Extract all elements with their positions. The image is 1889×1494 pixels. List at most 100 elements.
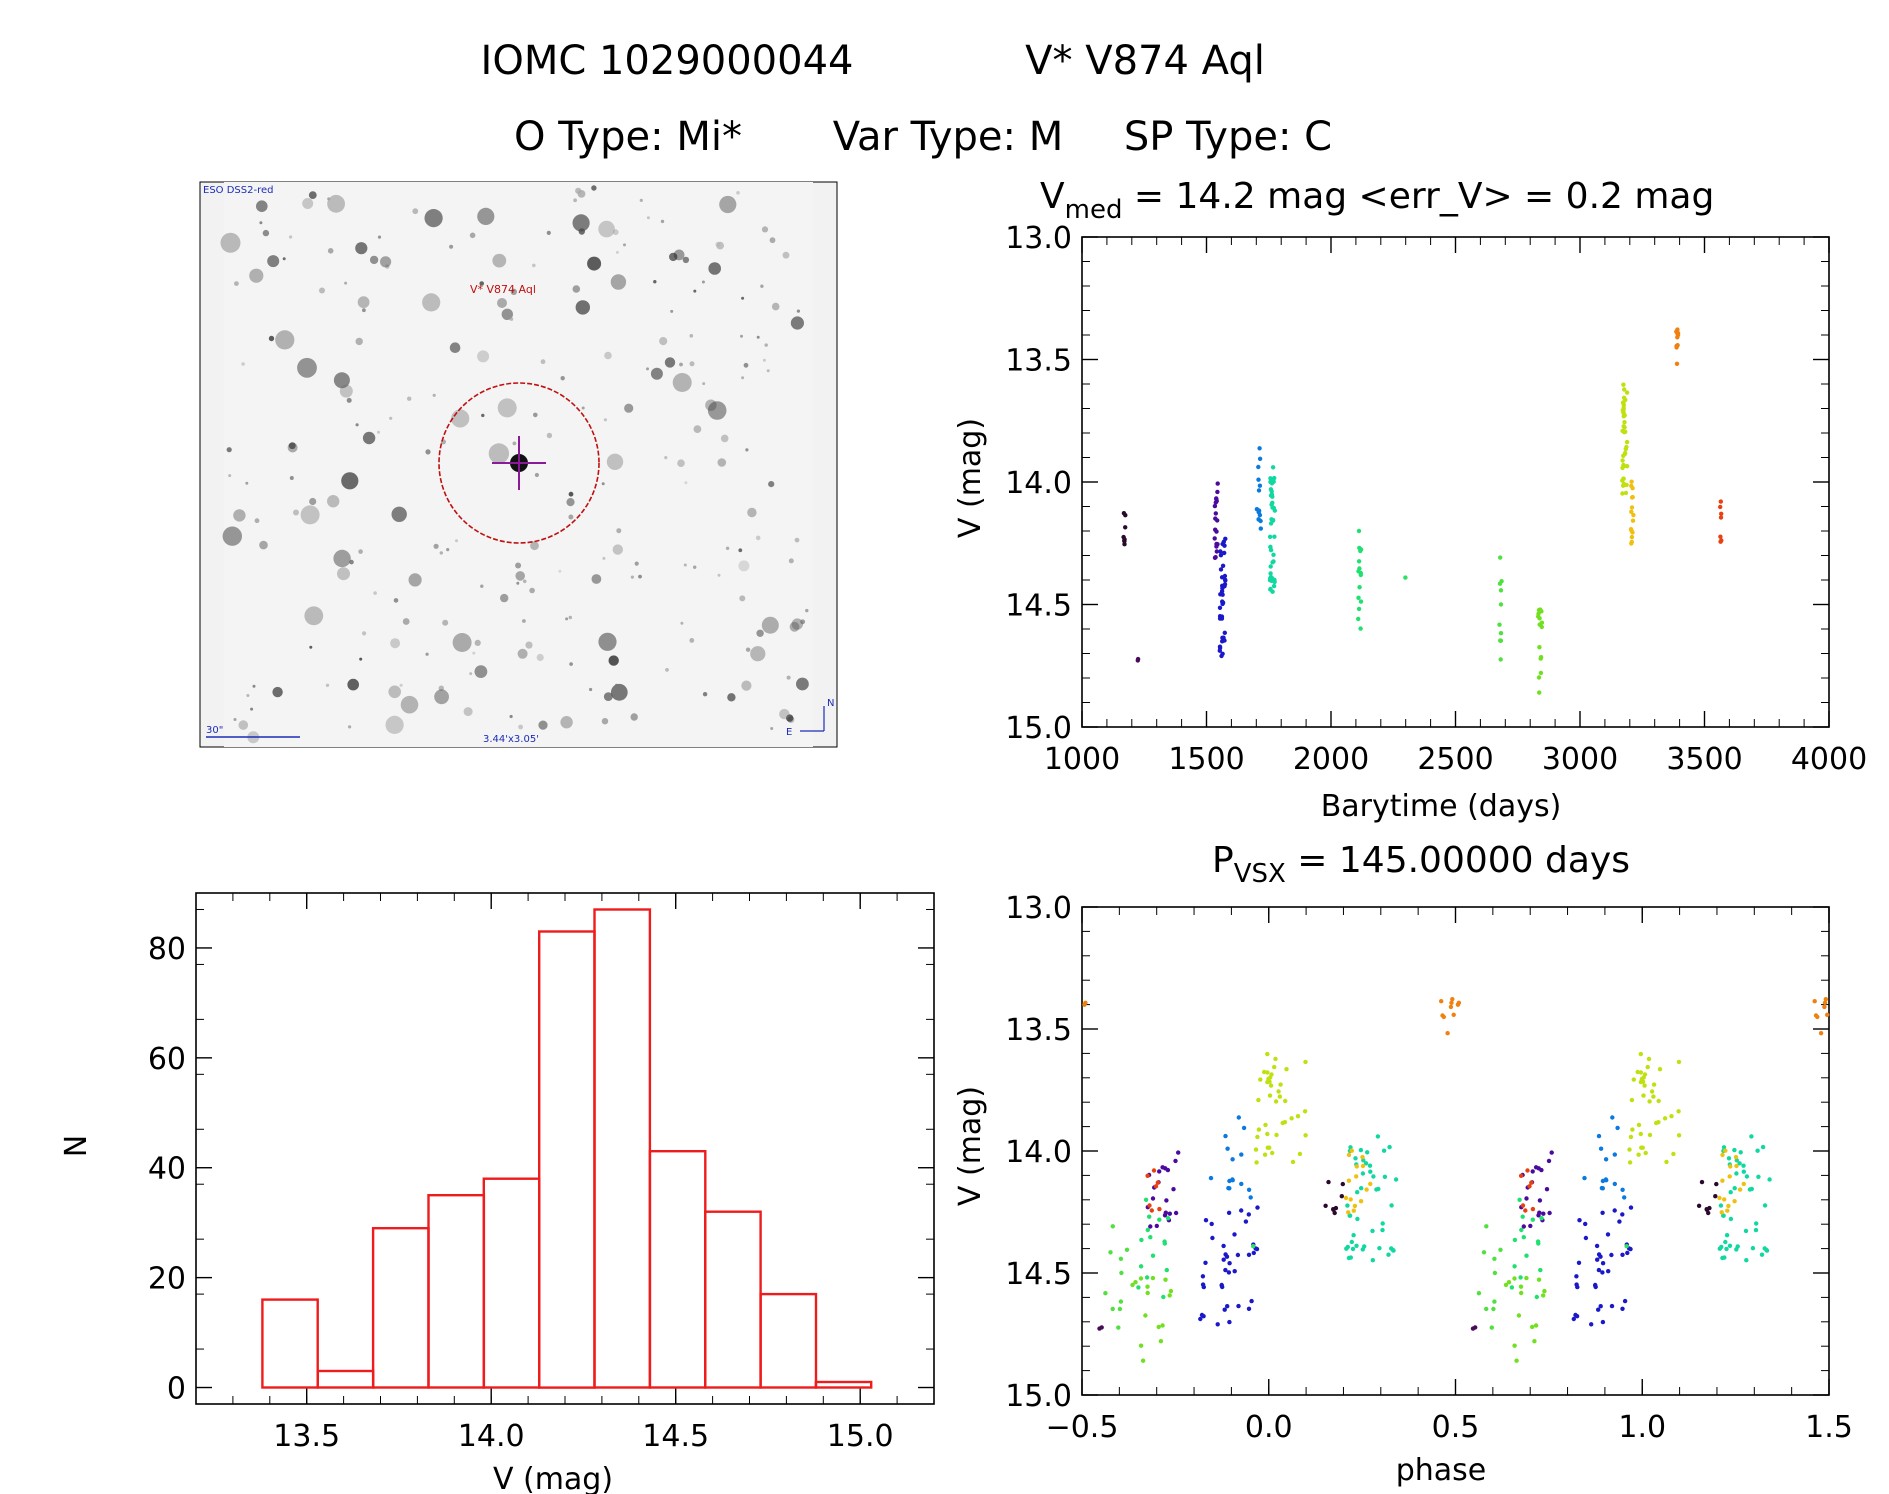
light-curve-xtick-label: 4000 <box>1791 742 1867 777</box>
phase-curve-point <box>1737 1161 1742 1166</box>
light-curve-chart: Vmed = 14.2 mag <err_V> = 0.2 mag 1000 15… <box>953 176 1867 824</box>
star <box>389 416 393 420</box>
phase-curve-point <box>1536 1213 1541 1218</box>
phase-curve-point <box>1358 1147 1364 1153</box>
phase-curve-point <box>1822 1000 1828 1005</box>
phase-curve-point <box>1755 1148 1760 1153</box>
light-curve-point <box>1675 343 1680 348</box>
phase-curve-point <box>1295 1114 1301 1119</box>
phase-curve-point <box>1351 1208 1357 1213</box>
phase-curve-point <box>1524 1253 1529 1258</box>
phase-curve-point <box>1370 1258 1376 1263</box>
star <box>246 694 250 697</box>
phase-curve-point <box>1620 1187 1625 1193</box>
star <box>719 195 737 214</box>
star <box>634 561 639 566</box>
header-otype: O Type: Mi* <box>514 114 742 160</box>
star <box>477 207 495 225</box>
light-curve-point <box>1219 616 1225 621</box>
phase-curve-point <box>1449 1000 1454 1005</box>
light-curve-point <box>1538 670 1544 676</box>
light-curve-point <box>1675 331 1681 336</box>
phase-curve-point <box>1582 1175 1587 1181</box>
light-curve-points <box>1121 327 1724 695</box>
phase-curve-point <box>1387 1144 1392 1150</box>
star <box>646 367 649 371</box>
star <box>373 591 377 595</box>
phase-curve-point <box>1642 1083 1647 1088</box>
phase-curve-point <box>1215 1322 1220 1327</box>
star <box>796 309 801 313</box>
phase-curve-point <box>1347 1213 1352 1218</box>
histogram-xtick-label: 15.0 <box>827 1419 894 1454</box>
light-curve-ylabel: V (mag) <box>953 418 988 538</box>
phase-curve-point <box>1230 1177 1235 1182</box>
star <box>689 361 695 367</box>
phase-curve-point <box>1542 1288 1547 1294</box>
phase-curve-point <box>1593 1284 1598 1290</box>
phase-curve-point <box>1699 1179 1705 1185</box>
phase-curve-point <box>1236 1303 1241 1309</box>
phase-curve-point <box>1118 1256 1124 1262</box>
phase-curve-point <box>1147 1214 1152 1219</box>
phase-curve-point <box>1136 1285 1141 1290</box>
star <box>341 472 359 490</box>
phase-curve-point <box>1536 1166 1541 1171</box>
phase-curve-point <box>1198 1316 1203 1322</box>
phase-curve-xtick-label: 0.0 <box>1245 1410 1293 1445</box>
histogram-bar <box>371 1226 430 1389</box>
phase-curve-point <box>1227 1319 1232 1325</box>
phase-curve-xlabel: phase <box>1396 1453 1487 1488</box>
light-curve-point <box>1624 464 1630 469</box>
phase-curve-point <box>1167 1211 1173 1216</box>
phase-curve-point <box>1727 1243 1733 1249</box>
phase-curve-point <box>1544 1187 1550 1192</box>
phase-curve-point <box>1262 1152 1268 1157</box>
star <box>796 677 809 691</box>
phase-curve-point <box>1575 1284 1580 1290</box>
star <box>249 268 264 283</box>
light-curve-point <box>1622 387 1627 392</box>
star <box>369 255 379 265</box>
light-curve-point <box>1256 464 1261 470</box>
phase-curve-point <box>1741 1163 1746 1168</box>
star <box>705 399 717 411</box>
star-field <box>220 185 809 744</box>
phase-curve-point <box>1254 1160 1259 1165</box>
light-curve-point <box>1630 518 1636 523</box>
phase-curve-point <box>1258 1077 1263 1082</box>
phase-curve-point <box>1171 1187 1176 1192</box>
header-star-name: V* V874 Aql <box>1025 38 1265 84</box>
star <box>327 248 334 254</box>
phase-curve-point <box>1749 1134 1754 1139</box>
phase-curve-point <box>1161 1294 1166 1300</box>
star <box>598 220 615 238</box>
star <box>677 459 685 468</box>
phase-curve-point <box>1147 1203 1152 1208</box>
phase-curve-point <box>1232 1232 1237 1237</box>
star <box>377 235 382 239</box>
star <box>689 638 695 643</box>
phase-curve-point <box>1571 1316 1577 1322</box>
star <box>424 209 443 228</box>
phase-curve-point <box>1268 1083 1274 1088</box>
phase-curve-point <box>1235 1252 1241 1258</box>
star <box>245 481 249 485</box>
phase-curve-xtick-label: 1.0 <box>1618 1410 1666 1445</box>
star <box>238 720 249 730</box>
light-curve-title: Vmed = 14.2 mag <err_V> = 0.2 mag <box>1040 176 1714 225</box>
phase-curve-point <box>1595 1257 1600 1262</box>
phase-curve-point <box>1360 1163 1366 1169</box>
star <box>516 581 520 585</box>
phase-curve-point <box>1246 1306 1252 1312</box>
phase-curve-point <box>1364 1187 1369 1192</box>
phase-curve-point <box>1606 1269 1611 1274</box>
star <box>500 593 509 603</box>
light-curve-point <box>1217 648 1223 653</box>
star <box>660 219 665 224</box>
star <box>693 425 702 433</box>
star <box>530 541 539 551</box>
star <box>439 551 443 555</box>
star <box>385 715 404 735</box>
star <box>289 235 293 239</box>
